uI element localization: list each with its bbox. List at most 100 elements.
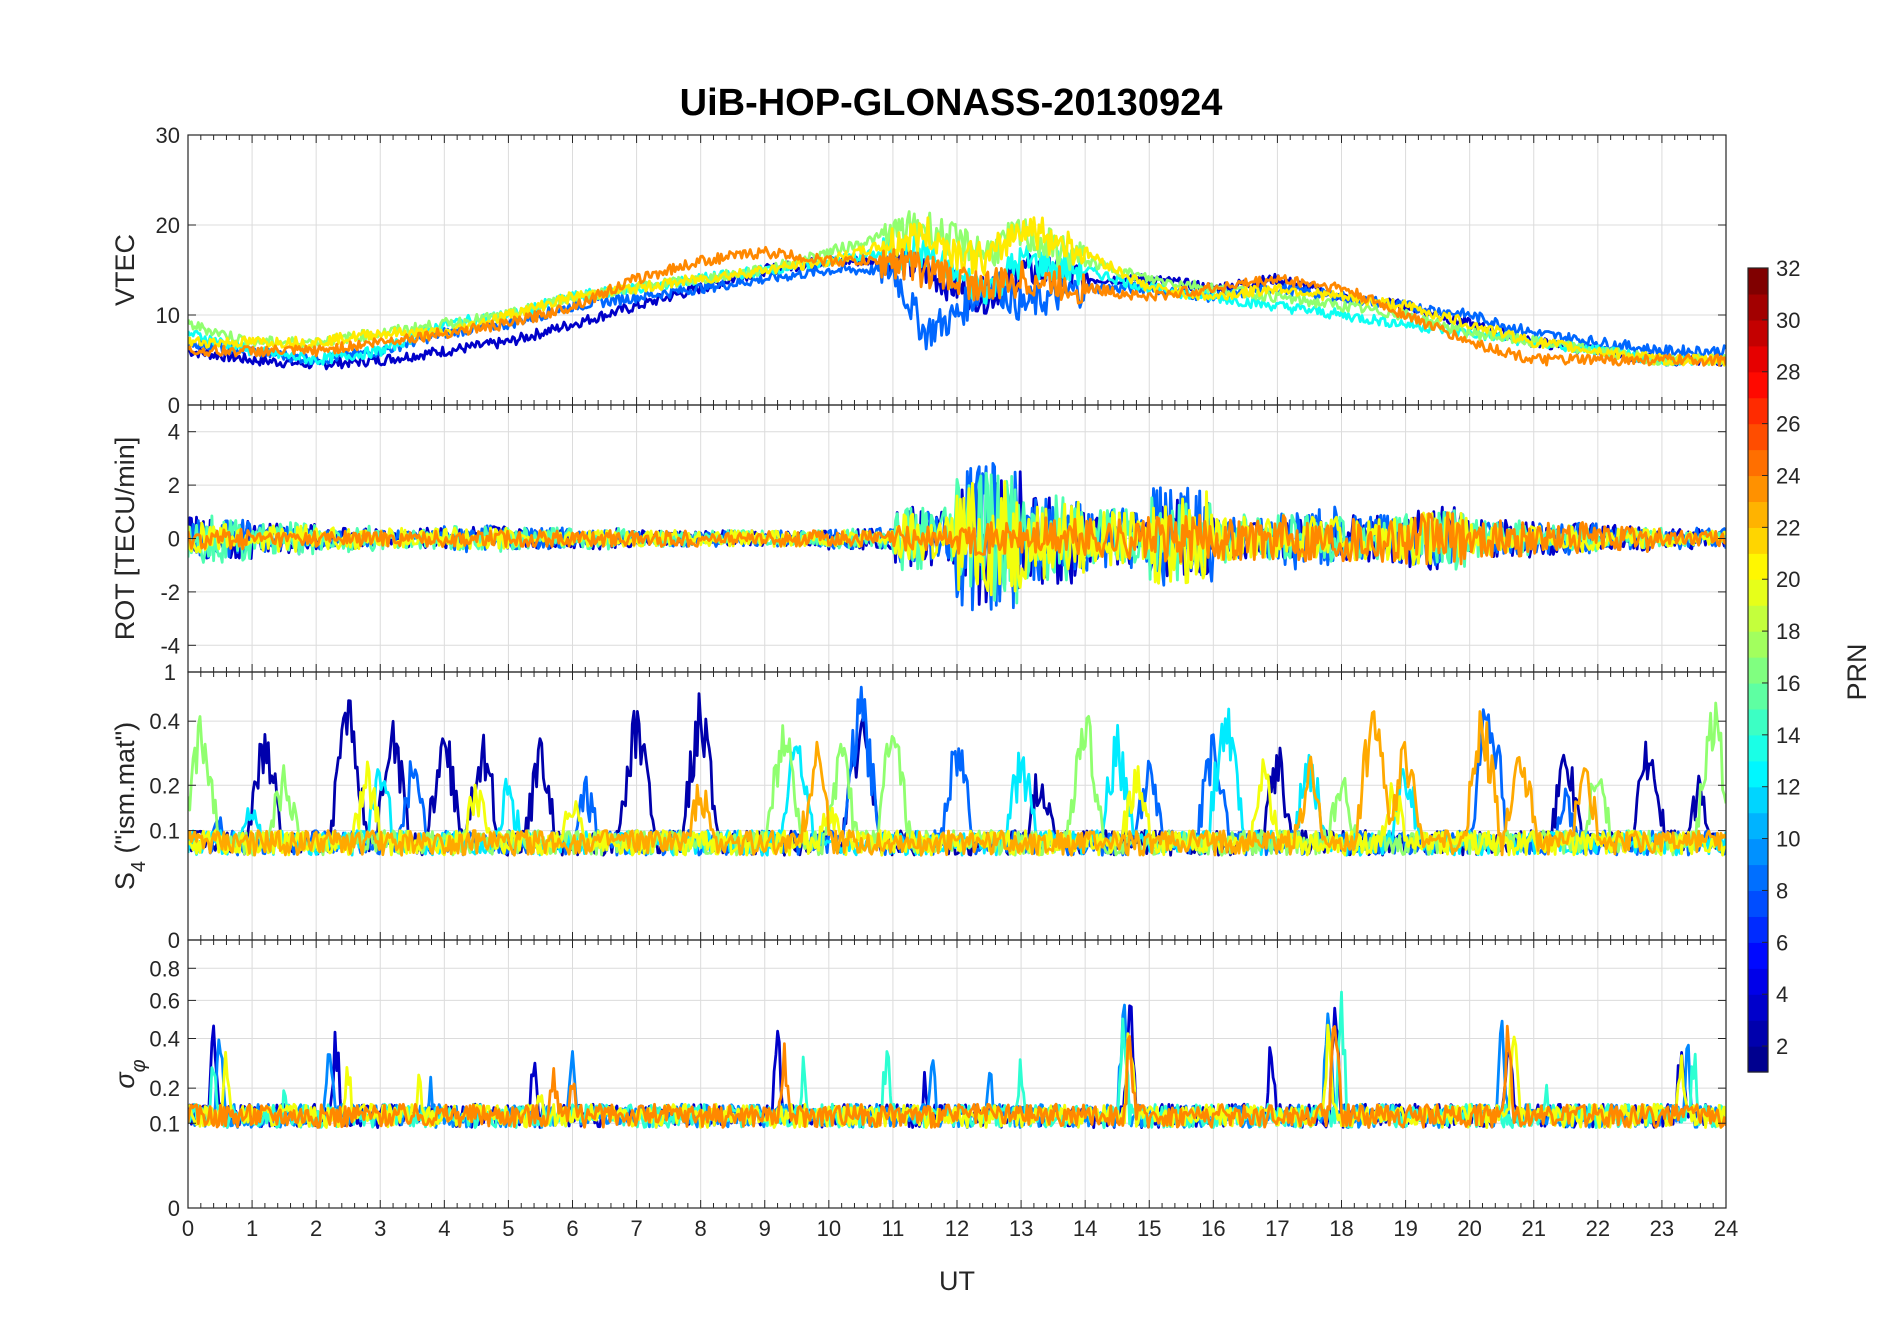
grid-s4 — [187, 672, 1727, 941]
y-tick-label-rot: 2 — [168, 473, 180, 498]
x-tick-label: 11 — [881, 1216, 904, 1241]
y-tick-label-rot: -2 — [160, 580, 180, 605]
y-tick-label-rot: -4 — [160, 633, 180, 658]
y-tick-label-s4: 0.1 — [149, 819, 180, 844]
y-tick-label-s4: 0 — [168, 928, 180, 953]
y-tick-label-sigma: 0.2 — [149, 1076, 180, 1101]
x-tick-label: 22 — [1586, 1216, 1610, 1241]
colorbar-segment — [1748, 890, 1768, 917]
x-tick-label: 23 — [1650, 1216, 1674, 1241]
x-tick-label: 4 — [438, 1216, 450, 1241]
colorbar-segment — [1748, 760, 1768, 788]
colorbar-segment — [1748, 1020, 1768, 1047]
x-tick-label: 18 — [1329, 1216, 1353, 1241]
y-axis-label-s4: S4 ("ism.mat") — [110, 722, 150, 890]
colorbar-segment — [1748, 397, 1768, 425]
x-tick-label: 12 — [945, 1216, 969, 1241]
colorbar-segment — [1748, 605, 1768, 632]
colorbar-segment — [1748, 1046, 1768, 1073]
colorbar-tick-label: 30 — [1776, 308, 1800, 333]
series-s4-prn-23 — [188, 710, 1726, 857]
panel-vtec: 0 10 20 30 VTEC — [110, 123, 1727, 418]
x-tick-label: 8 — [695, 1216, 707, 1241]
panel-rot: -4 -2 0 2 4 ROT [TECU/min] — [110, 404, 1727, 673]
x-tick-label: 2 — [310, 1216, 322, 1241]
series-rot-prn-24 — [188, 511, 1726, 566]
colorbar-segment — [1748, 449, 1768, 477]
series-vtec-prn-8 — [188, 255, 1726, 366]
x-tick-label: 7 — [630, 1216, 642, 1241]
x-tick-label: 14 — [1073, 1216, 1097, 1241]
colorbar-tick-label: 2 — [1776, 1034, 1788, 1059]
colorbar-segment — [1748, 423, 1768, 451]
colorbar-segment — [1748, 579, 1768, 606]
colorbar-segment — [1748, 864, 1768, 892]
x-tick-label: 15 — [1137, 1216, 1161, 1241]
y-tick-label-vtec: 30 — [156, 123, 180, 148]
x-tick-label: 10 — [817, 1216, 841, 1241]
y-tick-label-s4: 1 — [164, 660, 176, 685]
y-tick-label-vtec: 20 — [156, 213, 180, 238]
colorbar-segment — [1748, 501, 1768, 528]
colorbar-segment — [1748, 838, 1768, 866]
y-tick-label-sigma: 0 — [168, 1196, 180, 1221]
y-axis-label-rot: ROT [TECU/min] — [110, 437, 140, 641]
y-tick-label-rot: 0 — [168, 527, 180, 552]
y-axis-label-vtec: VTEC — [110, 234, 140, 306]
colorbar-tick-label: 20 — [1776, 567, 1800, 592]
colorbar-segment — [1748, 786, 1768, 814]
y-tick-label-vtec: 10 — [156, 303, 180, 328]
colorbar-tick-label: 32 — [1776, 256, 1800, 281]
y-tick-label-s4: 0.4 — [149, 709, 180, 734]
colorbar-segment — [1748, 682, 1768, 710]
x-tick-label: 19 — [1393, 1216, 1417, 1241]
colorbar-label: PRN — [1842, 643, 1872, 700]
x-tick-label: 16 — [1201, 1216, 1225, 1241]
colorbar-tick-label: 26 — [1776, 412, 1800, 437]
colorbar-segment — [1748, 371, 1768, 399]
y-tick-label-sigma: 0.1 — [149, 1111, 180, 1136]
y-tick-label-rot: 4 — [168, 420, 180, 445]
chart-title: UiB-HOP-GLONASS-20130924 — [680, 82, 1223, 124]
x-tick-label: 17 — [1265, 1216, 1289, 1241]
colorbar-segment — [1748, 345, 1768, 373]
x-tick-label: 6 — [566, 1216, 578, 1241]
colorbar-frame — [1747, 267, 1769, 1073]
colorbar-segment — [1748, 657, 1768, 684]
colorbar-segment — [1748, 734, 1768, 762]
series-vtec-prn-24 — [188, 245, 1726, 367]
y-tick-label-sigma: 0.6 — [149, 988, 180, 1013]
colorbar-tick-label: 10 — [1776, 827, 1800, 852]
colorbar-segment — [1748, 319, 1768, 347]
x-tick-label: 5 — [502, 1216, 514, 1241]
x-tick-label: 1 — [246, 1216, 258, 1241]
colorbar-segment — [1748, 994, 1768, 1021]
colorbar-segment — [1748, 475, 1768, 503]
x-axis: 0 1 2 3 4 5 6 7 8 9 10 11 12 13 14 15 16 17 18 19 20 21 22 23 24 — [182, 1216, 1738, 1241]
colorbar-segment — [1748, 268, 1768, 295]
series-s4-prn-20 — [188, 758, 1726, 857]
x-tick-label: 9 — [759, 1216, 771, 1241]
colorbar-tick-label: 24 — [1776, 463, 1800, 488]
x-tick-label: 21 — [1522, 1216, 1546, 1241]
colorbar-segment — [1748, 553, 1768, 580]
y-tick-label-sigma: 0.4 — [149, 1027, 180, 1052]
colorbar-tick-label: 22 — [1776, 515, 1800, 540]
series-vtec-prn-17 — [188, 210, 1726, 367]
panel-sigma: 0 0.1 0.2 0.4 0.6 0.8 σφ — [110, 939, 1727, 1221]
colorbar-segment — [1748, 942, 1768, 969]
x-tick-label: 20 — [1457, 1216, 1481, 1241]
y-axis-label-sigma: σφ — [110, 1059, 150, 1088]
colorbar-tick-label: 6 — [1776, 930, 1788, 955]
colorbar-tick-label: 14 — [1776, 723, 1800, 748]
x-tick-label: 13 — [1009, 1216, 1033, 1241]
x-tick-label: 0 — [182, 1216, 194, 1241]
y-tick-label-sigma: 0.8 — [149, 956, 180, 981]
colorbar-segment — [1748, 968, 1768, 995]
x-axis-label: UT — [939, 1266, 975, 1296]
colorbar-tick-label: 16 — [1776, 671, 1800, 696]
y-tick-label-s4: 0.2 — [149, 773, 180, 798]
colorbar-tick-label: 18 — [1776, 619, 1800, 644]
colorbar-segment — [1748, 812, 1768, 840]
